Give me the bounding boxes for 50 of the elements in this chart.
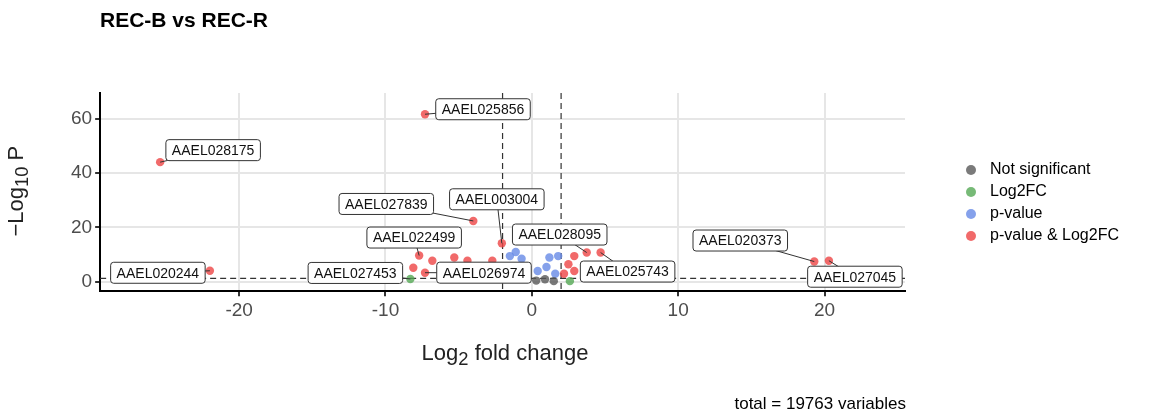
annotation: AAEL028095 (518, 226, 602, 243)
point (570, 266, 579, 276)
text: total = 19763 variables (734, 394, 906, 414)
point (545, 253, 554, 262)
legend-label: Not significant (989, 159, 1092, 179)
x-tick-label: 20 (813, 298, 836, 320)
point (559, 269, 569, 278)
annotation: AAEL020373 (699, 232, 782, 249)
point (428, 256, 437, 265)
point (409, 263, 418, 272)
point (553, 251, 563, 261)
annotation: AAEL003004 (455, 191, 539, 208)
point (533, 266, 542, 276)
point (540, 275, 550, 284)
legend-label: p-value (989, 203, 1044, 223)
x-axis-title: Log$_{2}$ fold change (420, 340, 590, 371)
point (517, 254, 526, 263)
y-tick-label: 20 (70, 215, 93, 237)
y-tick-label: 0 (81, 270, 93, 292)
point (565, 276, 575, 286)
annotation: AAEL027453 (314, 264, 397, 281)
point (511, 247, 520, 257)
x-tick-label: 0 (526, 298, 538, 320)
annotation: AAEL025743 (586, 263, 670, 280)
y-tick-label: 60 (70, 106, 93, 128)
x-tick-label: 10 (667, 298, 689, 320)
x-tick-label: -10 (371, 298, 400, 320)
point (564, 260, 573, 269)
annotation: AAEL025856 (441, 101, 525, 118)
annotation: AAEL022499 (372, 229, 456, 246)
x-tick-label: -20 (225, 298, 253, 320)
point (596, 248, 605, 257)
point (532, 276, 541, 285)
y-tick-label: 40 (70, 161, 93, 183)
annotation: AAEL027839 (345, 195, 428, 212)
point (824, 256, 834, 265)
point (549, 276, 558, 286)
chart-title: REC-B vs REC-R (100, 8, 269, 32)
point (570, 251, 579, 261)
annotation: AAEL028175 (171, 142, 255, 159)
annotation: AAEL027045 (813, 268, 897, 285)
point (420, 268, 430, 277)
annotation: AAEL020244 (116, 264, 200, 281)
legend-label: Log2FC (989, 181, 1048, 201)
point (450, 253, 459, 262)
point (551, 269, 560, 278)
legend-label: p-value & Log2FC (989, 225, 1119, 245)
point (497, 239, 507, 248)
point (542, 262, 551, 272)
annotation: AAEL026974 (442, 264, 526, 281)
